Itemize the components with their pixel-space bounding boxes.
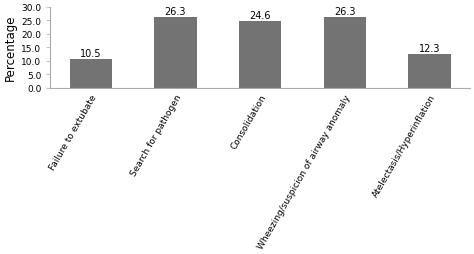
- Bar: [239, 22, 282, 88]
- Bar: [324, 18, 366, 88]
- Text: 10.5: 10.5: [80, 49, 101, 59]
- Bar: [409, 55, 451, 88]
- Text: 24.6: 24.6: [249, 11, 271, 21]
- Y-axis label: Percentage: Percentage: [4, 15, 17, 81]
- Text: 12.3: 12.3: [419, 44, 440, 54]
- Bar: [154, 18, 197, 88]
- Bar: [70, 60, 112, 88]
- Text: 26.3: 26.3: [164, 7, 186, 17]
- Text: 26.3: 26.3: [334, 7, 356, 17]
